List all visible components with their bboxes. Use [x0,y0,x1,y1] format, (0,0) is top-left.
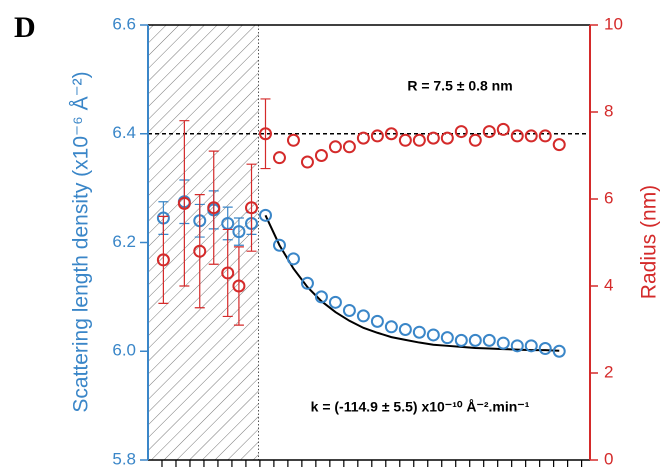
data-point [342,303,356,317]
data-point [286,133,300,147]
y-tick-label: 6.4 [112,123,136,142]
data-point [426,131,440,145]
y2-tick-label: 4 [604,275,613,294]
data-point [314,149,328,162]
y-tick-label: 6.6 [112,14,136,33]
data-point [398,133,412,147]
y-tick-label: 6.2 [112,232,136,251]
data-point [207,201,221,215]
y-tick-label: 6.0 [112,341,136,360]
panel-label: D [14,11,36,44]
y2-tick-label: 0 [604,449,613,468]
data-point [300,276,314,290]
data-point [454,125,468,139]
y2-tick-label: 6 [604,188,613,207]
data-point [552,138,566,152]
data-point [370,314,384,328]
data-point [356,131,370,145]
data-point [440,331,454,345]
data-point [370,129,384,143]
y2-tick-label: 10 [604,14,623,33]
data-point [221,266,235,280]
data-point [245,201,259,215]
data-point [496,122,510,136]
data-point [384,320,398,334]
error-bar [179,120,190,287]
data-point [272,238,286,252]
error-bar [208,150,219,265]
data-point [258,208,272,222]
data-point [426,328,440,342]
y2-tick-label: 2 [604,362,613,381]
data-point [524,129,538,143]
data-point [258,127,272,141]
annotation: R = 7.5 ± 0.8 nm [407,78,512,94]
data-point [356,309,370,323]
data-point [482,125,496,139]
y2-tick-label: 8 [604,101,613,120]
data-point [468,133,482,147]
data-point [510,339,524,353]
data-point [193,244,207,258]
data-point [454,333,468,347]
data-point [496,336,510,350]
error-bar [158,215,169,304]
data-point [412,133,426,147]
data-point [524,339,538,353]
y-axis-label: Scattering length density (x10⁻⁶ Å⁻²) [70,71,93,412]
fit-line [264,214,560,352]
data-point [510,129,524,143]
data-point [482,333,496,347]
annotation: k = (-114.9 ± 5.5) x10⁻¹⁰ Å⁻².min⁻¹ [311,399,530,415]
data-point [412,325,426,339]
data-point [398,323,412,336]
data-point [538,342,552,356]
data-point [384,127,398,141]
error-bar [246,163,257,252]
data-point [538,129,552,143]
error-bar [222,228,233,318]
data-point [156,253,170,267]
error-bar [233,217,244,246]
data-point [232,225,246,239]
data-point [272,151,286,165]
data-point [286,252,300,266]
data-point [300,155,314,169]
data-point [328,295,342,309]
data-point [468,333,482,347]
data-point [177,196,191,210]
data-point [232,279,246,293]
data-point [342,140,356,154]
error-bar [194,194,205,309]
data-point [440,131,454,145]
shaded-region [148,25,259,460]
y-tick-label: 5.8 [112,449,136,468]
data-point [552,344,566,358]
data-point [328,140,342,154]
data-point [314,290,328,304]
error-bar [233,246,244,326]
error-bar [260,98,271,170]
y2-axis-label: Radius (nm) [638,185,661,299]
